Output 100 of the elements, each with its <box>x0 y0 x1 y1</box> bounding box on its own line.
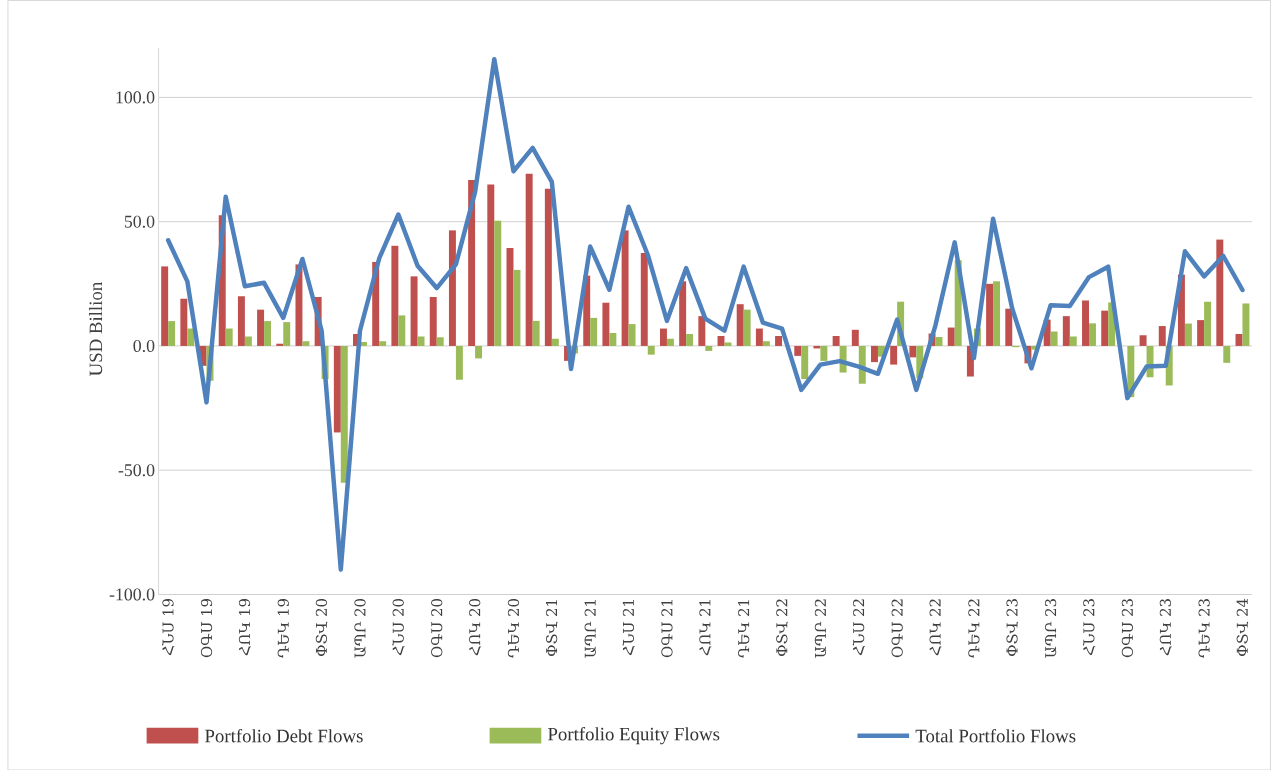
bar <box>705 345 713 351</box>
x-tick-label: ՓՏՎ 22 <box>776 599 788 656</box>
bar <box>602 302 610 346</box>
bar <box>794 345 802 356</box>
x-tick-label: ԱՊՐ 22 <box>814 599 827 658</box>
bar <box>180 298 188 346</box>
bar <box>1101 310 1109 346</box>
line-series <box>165 56 1245 572</box>
bar <box>237 296 245 346</box>
bar <box>993 281 1001 346</box>
bar <box>455 345 463 380</box>
legend-label: Portfolio Equity Flows <box>548 726 720 745</box>
x-tick-label: ՀՈԿ 22 <box>929 599 942 656</box>
legend-label: Portfolio Debt Flows <box>205 728 363 743</box>
bar <box>340 345 348 483</box>
bar <box>947 327 955 346</box>
bar <box>1069 336 1077 346</box>
bar <box>609 332 617 346</box>
x-tick-label: ՕԳՍ 22 <box>891 599 903 657</box>
bar <box>1158 325 1166 346</box>
bar <box>724 342 732 346</box>
bar <box>755 328 763 346</box>
x-tick-label: ՀՆՍ 22 <box>852 599 866 655</box>
x-tick-label: ՕԳՍ 23 <box>1121 598 1133 657</box>
x-tick-label: ՕԳՍ 19 <box>200 598 213 657</box>
x-tick-label: ՕԳՍ 21 <box>661 599 673 657</box>
bar <box>333 345 341 433</box>
bar <box>187 328 195 346</box>
y-tick-label: -50.0 <box>118 463 155 477</box>
bar <box>544 188 552 346</box>
bar <box>590 317 598 346</box>
y-tick-label: -100.0 <box>109 588 155 601</box>
bar <box>1139 335 1147 346</box>
bar <box>391 245 399 346</box>
bar <box>551 338 559 346</box>
x-tick-label: ԴԵԿ 19 <box>277 598 289 658</box>
bar <box>647 345 655 355</box>
bar <box>736 303 744 346</box>
bar <box>244 336 252 346</box>
bar <box>283 321 291 346</box>
bar <box>513 269 521 346</box>
bar <box>494 220 502 346</box>
bar <box>679 281 687 346</box>
bar <box>820 345 828 361</box>
x-tick-label: ԴԵԿ 21 <box>738 599 750 658</box>
bar <box>1197 319 1205 346</box>
bar <box>225 328 233 346</box>
x-tick-label: ՓՏՎ 21 <box>545 599 558 656</box>
bar <box>832 335 840 346</box>
bar <box>1216 239 1224 346</box>
x-tick-label: ԱՊՐ 20 <box>354 598 366 658</box>
bar <box>640 252 648 346</box>
bar <box>659 328 667 346</box>
bar <box>448 230 456 346</box>
x-tick-label: ԱՊՐ 21 <box>584 599 596 658</box>
x-tick-label: ՀՆՍ 21 <box>622 599 635 655</box>
bar <box>1050 331 1058 346</box>
bar <box>398 315 406 346</box>
bar <box>302 341 310 346</box>
bar <box>743 309 751 346</box>
bar <box>986 283 994 346</box>
x-tick-label: ԴԵԿ 20 <box>507 598 520 658</box>
y-tick-label: 100.0 <box>116 91 155 104</box>
x-tick-label: ՀՈԿ 19 <box>238 598 251 656</box>
x-tick-label: ՀՆՍ 23 <box>1082 598 1096 655</box>
bar <box>1204 301 1212 346</box>
x-tick-label: ԴԵԿ 22 <box>968 599 980 658</box>
bar <box>257 309 265 346</box>
x-tick-label: ՀՈԿ 20 <box>469 598 482 656</box>
bar <box>686 333 694 346</box>
bar <box>1223 345 1231 363</box>
bar <box>851 329 859 346</box>
y-tick-label: 0.0 <box>133 339 155 352</box>
x-tick-label: ՀՆՍ 19 <box>161 598 175 655</box>
bar <box>890 345 898 365</box>
bar <box>475 345 483 359</box>
x-tick-label: ԴԵԿ 23 <box>1198 598 1210 658</box>
x-tick-label: ՀՈԿ 21 <box>699 599 712 656</box>
bar <box>168 320 176 346</box>
bar <box>161 266 169 346</box>
bar <box>532 320 540 346</box>
x-tick-label: ՕԳՍ 20 <box>431 598 443 657</box>
bar <box>379 341 387 346</box>
y-tick-label: 50.0 <box>124 215 155 228</box>
bar <box>436 337 444 346</box>
bar <box>621 230 629 346</box>
x-tick-label: ՀՈԿ 23 <box>1159 598 1172 656</box>
bar <box>264 320 272 346</box>
bar <box>628 323 636 346</box>
x-tick-label: ՓՏՎ 24 <box>1236 598 1249 656</box>
y-axis-title: USD Billion <box>88 281 103 376</box>
bar <box>871 345 878 362</box>
bar <box>487 184 495 346</box>
legend-label: Total Portfolio Flows <box>915 728 1076 743</box>
bar <box>1082 300 1089 346</box>
bar <box>1184 323 1192 346</box>
x-tick-label: ՓՏՎ 20 <box>315 598 328 656</box>
bar <box>666 338 674 346</box>
x-tick-label: ՀՆՍ 20 <box>392 598 405 655</box>
bar <box>525 173 533 346</box>
